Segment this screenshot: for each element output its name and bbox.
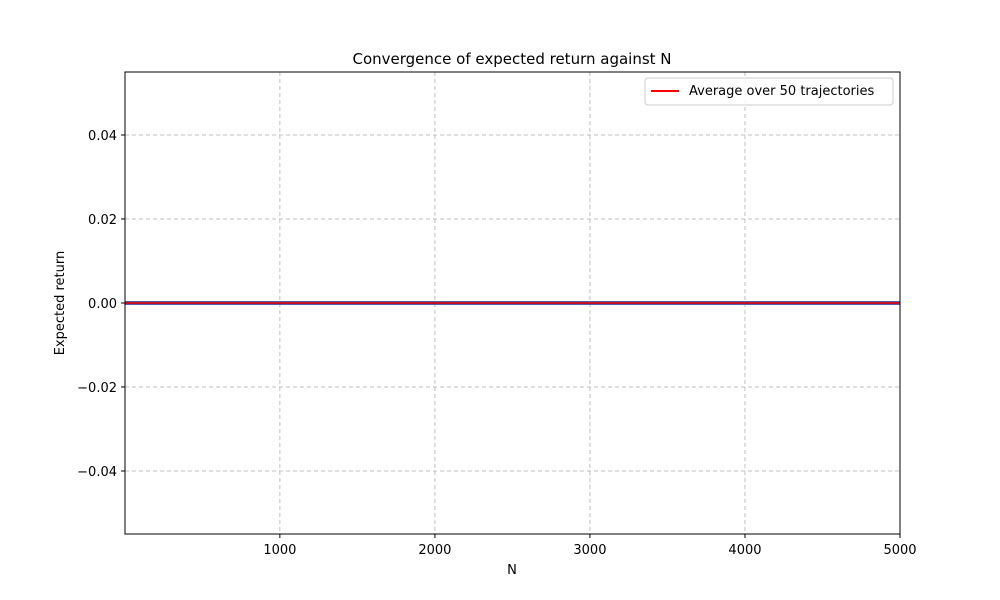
legend-box — [644, 77, 894, 106]
x-tick-label: 3000 — [573, 543, 606, 558]
x-tick-label: 4000 — [728, 543, 761, 558]
legend: Average over 50 trajectories — [644, 77, 894, 106]
x-axis-label: N — [507, 563, 517, 578]
y-axis-label: Expected return — [53, 251, 68, 356]
x-axis-ticks: 1000 2000 3000 4000 5000 — [263, 534, 917, 558]
legend-label: Average over 50 trajectories — [689, 84, 874, 99]
x-tick-label: 1000 — [263, 543, 296, 558]
x-tick-label: 2000 — [418, 543, 451, 558]
y-tick-label: 0.02 — [88, 213, 117, 228]
plot-frame — [124, 71, 901, 535]
y-tick-label: −0.02 — [77, 381, 117, 396]
y-tick-label: 0.00 — [88, 297, 117, 312]
y-tick-label: −0.04 — [77, 465, 117, 480]
y-tick-label: 0.04 — [88, 129, 117, 144]
y-axis-ticks: −0.04 −0.02 0.00 0.02 0.04 — [77, 129, 125, 480]
x-tick-label: 5000 — [883, 543, 916, 558]
chart-title: Convergence of expected return against N — [352, 50, 671, 68]
